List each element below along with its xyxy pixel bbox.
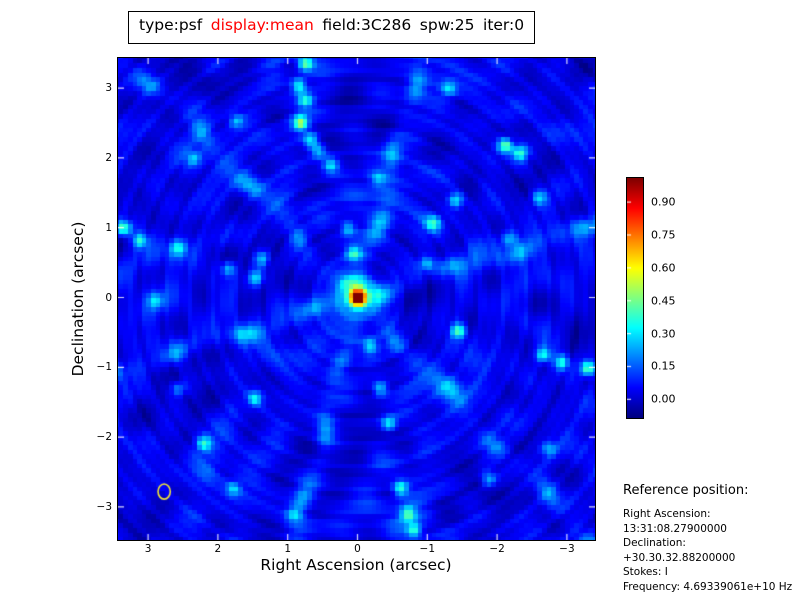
x-tick-label: −1 (419, 543, 436, 555)
image-title-bar: type:psf display:mean field:3C286 spw:25 ite… (128, 11, 536, 44)
colorbar-tick-label: 0.90 (651, 195, 676, 209)
title-segment-type: type:psf (139, 16, 203, 34)
reference-stokes: Stokes: I (623, 566, 668, 579)
title-segment-display: display:mean (210, 16, 314, 34)
colorbar-tick-label: 0.15 (651, 359, 676, 373)
y-tick-label: −3 (96, 500, 112, 513)
reference-frequency: Frequency: 4.69339061e+10 Hz (623, 580, 793, 593)
y-tick-label: 2 (105, 151, 112, 164)
psf-plot-frame (117, 57, 596, 541)
colorbar-tick-label: 0.75 (651, 228, 676, 242)
reference-declination: Declination: +30.30.32.88200000 (623, 537, 736, 564)
colorbar-tick-label: 0.60 (651, 261, 676, 275)
y-tick-label: 3 (105, 82, 112, 95)
title-segment-field: field:3C286 (322, 16, 412, 34)
colorbar-tick-label: 0.00 (651, 392, 676, 406)
y-tick-label: −1 (96, 361, 112, 374)
reference-position-block: Reference position: Right Ascension: 13:… (623, 483, 800, 595)
title-segment-spw: spw:25 (419, 16, 475, 34)
colorbar-gradient (627, 178, 643, 418)
x-axis-label: Right Ascension (arcsec) (260, 556, 452, 574)
psf-heatmap-image (118, 58, 595, 540)
y-tick-label: 1 (105, 221, 112, 234)
x-tick-label: 1 (284, 543, 292, 555)
reference-right-ascension: Right Ascension: 13:31:08.27900000 (623, 508, 727, 535)
x-tick-label: 3 (144, 543, 152, 555)
reference-header: Reference position: (623, 483, 749, 498)
colorbar-tick-label: 0.45 (651, 294, 676, 308)
x-tick-label: −3 (559, 543, 575, 555)
x-tick-label: −2 (489, 543, 505, 555)
title-segment-iter: iter:0 (483, 16, 525, 34)
x-tick-label: 2 (214, 543, 222, 555)
y-tick-label: −2 (96, 431, 112, 444)
colorbar-frame (626, 177, 644, 419)
y-tick-label: 0 (105, 291, 112, 304)
y-axis-label: Declination (arcsec) (69, 221, 87, 377)
x-tick-label: 0 (354, 543, 361, 555)
colorbar-tick-label: 0.30 (651, 327, 676, 341)
